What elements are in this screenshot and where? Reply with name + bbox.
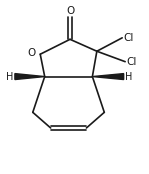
Polygon shape	[15, 74, 45, 80]
Text: O: O	[28, 49, 36, 58]
Text: O: O	[66, 6, 74, 16]
Text: H: H	[6, 72, 13, 82]
Text: H: H	[125, 72, 132, 82]
Text: Cl: Cl	[124, 33, 134, 43]
Text: Cl: Cl	[127, 57, 137, 67]
Polygon shape	[92, 74, 124, 80]
